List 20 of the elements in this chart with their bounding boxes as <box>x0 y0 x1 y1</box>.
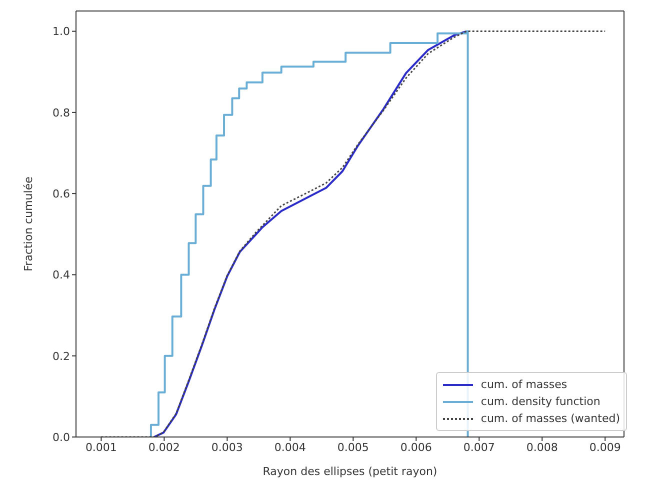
y-tick-label: 0.2 <box>52 350 70 363</box>
legend-label: cum. of masses <box>480 378 568 391</box>
x-axis-title: Rayon des ellipses (petit rayon) <box>262 465 438 478</box>
x-tick-label: 0.002 <box>148 440 180 454</box>
x-tick-label: 0.009 <box>589 440 621 454</box>
y-tick-label: 0.8 <box>52 106 70 120</box>
x-tick-label: 0.001 <box>85 440 117 454</box>
y-tick-label: 0.6 <box>52 187 70 200</box>
y-tick-label: 0.0 <box>52 430 70 444</box>
y-axis-title: Fraction cumulée <box>22 176 35 272</box>
legend-label: cum. of masses (wanted) <box>480 412 620 425</box>
x-tick-label: 0.005 <box>337 440 369 454</box>
x-tick-label: 0.008 <box>526 440 558 454</box>
y-tick-label: 0.4 <box>52 268 70 282</box>
x-tick-label: 0.004 <box>274 440 306 454</box>
x-tick-label: 0.003 <box>211 440 243 454</box>
x-tick-label: 0.007 <box>463 440 495 454</box>
x-tick-label: 0.006 <box>400 440 432 454</box>
legend-label: cum. density function <box>480 395 600 408</box>
y-tick-label: 1.0 <box>52 25 70 38</box>
